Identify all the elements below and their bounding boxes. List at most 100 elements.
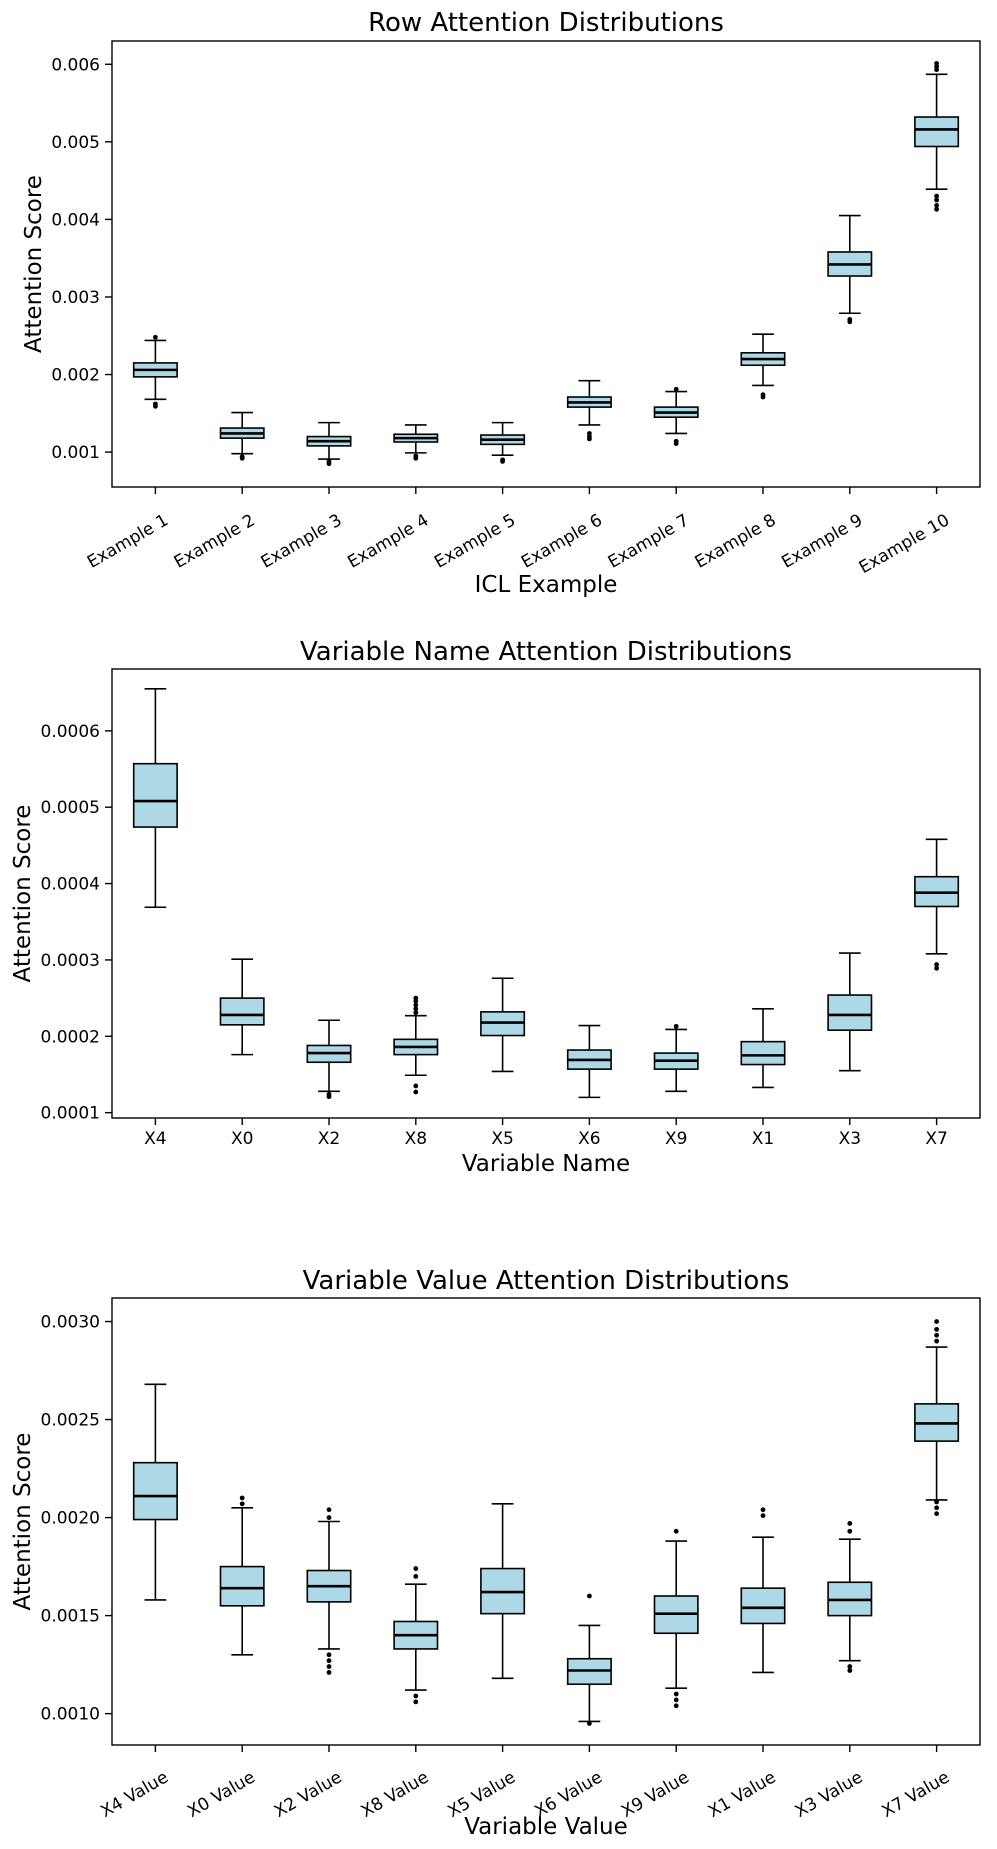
outlier-point — [413, 1010, 419, 1016]
y-tick-label: 0.002 — [51, 366, 100, 386]
box-x0-value — [219, 1495, 265, 1656]
outlier-point — [673, 386, 679, 392]
box-example-3 — [306, 421, 352, 467]
y-tick-label: 0.005 — [51, 133, 100, 153]
box-x4-value — [132, 1383, 178, 1601]
x-tick-label: X3 — [839, 1129, 861, 1149]
x-tick-label: Example 7 — [605, 510, 693, 572]
box-x5-value — [480, 1503, 526, 1680]
y-axis-label: Attention Score — [10, 1433, 36, 1611]
x-tick-label: X3 Value — [792, 1767, 867, 1822]
box-x1 — [740, 1008, 786, 1089]
outlier-point — [934, 197, 939, 203]
chart-2: Variable Name Attention Distributions 0.0… — [10, 637, 981, 1177]
x-tick-label: X2 Value — [271, 1767, 346, 1822]
x-tick-label: X4 — [144, 1129, 166, 1149]
iqr-box — [914, 116, 960, 148]
outlier-point — [673, 1703, 679, 1709]
box-example-8 — [740, 333, 786, 400]
outlier-point — [326, 1515, 332, 1520]
outlier-point — [413, 1573, 419, 1579]
outlier-point — [673, 1691, 679, 1697]
outlier-point — [413, 1566, 419, 1571]
outlier-point — [326, 1091, 332, 1097]
plot-frame — [111, 1297, 981, 1746]
outlier-point — [326, 1507, 332, 1513]
x-tick-label: X9 Value — [618, 1767, 693, 1822]
x-tick-label: Example 5 — [431, 510, 519, 572]
outlier-point — [413, 1699, 419, 1705]
outlier-point — [934, 1505, 939, 1511]
x-tick-label: X9 — [665, 1129, 687, 1149]
outlier-point — [934, 206, 939, 212]
x-tick-label: X7 — [925, 1129, 947, 1149]
box-x8-value — [393, 1566, 439, 1705]
outlier-point — [413, 1083, 419, 1089]
outlier-point — [934, 1332, 939, 1338]
x-tick-label: X5 — [491, 1129, 513, 1149]
outlier-point — [413, 995, 419, 1001]
x-tick-label: X4 Value — [97, 1767, 172, 1822]
box-x6 — [566, 1024, 612, 1099]
outlier-point — [934, 962, 939, 967]
box-x3 — [827, 952, 873, 1072]
outlier-point — [934, 61, 939, 66]
iqr-box — [132, 762, 178, 828]
outlier-point — [413, 1002, 419, 1008]
x-tick-label: X6 — [578, 1129, 600, 1149]
outlier-point — [760, 1507, 766, 1513]
outlier-point — [153, 334, 158, 340]
outlier-point — [673, 1528, 679, 1534]
outlier-point — [239, 454, 245, 460]
x-tick-label: Example 10 — [856, 510, 953, 578]
box-example-4 — [393, 424, 439, 461]
box-example-2 — [219, 411, 265, 461]
x-tick-label: X1 — [752, 1129, 774, 1149]
box-example-7 — [653, 386, 699, 446]
iqr-box — [132, 1461, 178, 1521]
iqr-box — [827, 994, 873, 1031]
x-tick-label: Example 1 — [84, 510, 172, 572]
outlier-point — [934, 1338, 939, 1344]
box-x9 — [653, 1023, 699, 1093]
x-tick-label: X1 Value — [705, 1767, 780, 1822]
iqr-box — [740, 1040, 786, 1066]
x-tick-label: X0 — [231, 1129, 253, 1149]
box-x2-value — [306, 1507, 352, 1675]
outlier-point — [847, 1664, 853, 1669]
y-axis-label: Attention Score — [21, 175, 47, 353]
y-axis-label: Attention Score — [10, 805, 36, 983]
outlier-point — [673, 1023, 679, 1029]
y-tick-label: 0.003 — [51, 288, 100, 308]
y-tick-label: 0.0015 — [41, 1607, 100, 1627]
x-tick-label: X8 Value — [358, 1767, 433, 1822]
x-tick-label: Example 9 — [778, 510, 866, 572]
outlier-point — [760, 1513, 766, 1519]
x-tick-label: X0 Value — [184, 1767, 259, 1822]
chart-1: Row Attention Distributions 0.001 0.002 0.0… — [21, 8, 981, 598]
box-x4 — [132, 688, 178, 909]
outlier-point — [847, 1521, 853, 1526]
x-axis-label: ICL Example — [475, 572, 618, 598]
y-tick-label: 0.0030 — [41, 1313, 100, 1333]
iqr-box — [219, 1565, 265, 1607]
outlier-point — [847, 317, 853, 322]
box-example-5 — [480, 421, 526, 464]
x-tick-label: X8 — [405, 1129, 427, 1149]
outlier-point — [239, 1501, 245, 1507]
y-tick-label: 0.0005 — [41, 798, 100, 818]
outlier-point — [934, 193, 939, 199]
outlier-point — [760, 392, 766, 398]
box-x2 — [306, 1019, 352, 1100]
chart-title: Variable Value Attention Distributions — [303, 1266, 790, 1296]
box-x7-value — [914, 1319, 960, 1517]
x-tick-label: Example 6 — [518, 510, 606, 572]
outlier-point — [413, 1693, 419, 1699]
chart-3: Variable Value Attention Distributions 0.… — [10, 1266, 981, 1840]
x-axis-label: Variable Name — [462, 1151, 630, 1177]
outlier-point — [587, 1721, 592, 1726]
outlier-point — [847, 1528, 853, 1534]
x-tick-label: Example 4 — [344, 510, 432, 572]
outlier-point — [934, 203, 939, 208]
